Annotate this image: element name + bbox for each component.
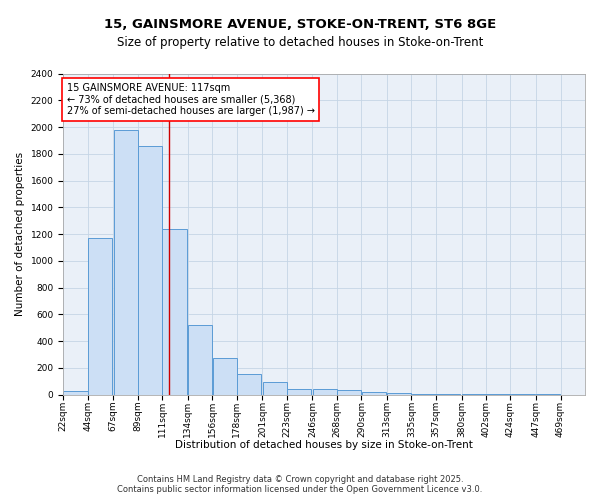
- Bar: [337, 390, 361, 394]
- Text: 15, GAINSMORE AVENUE, STOKE-ON-TRENT, ST6 8GE: 15, GAINSMORE AVENUE, STOKE-ON-TRENT, ST…: [104, 18, 496, 30]
- Text: Contains HM Land Registry data © Crown copyright and database right 2025.
Contai: Contains HM Land Registry data © Crown c…: [118, 474, 482, 494]
- Bar: [263, 382, 287, 394]
- Bar: [287, 388, 311, 394]
- Bar: [163, 228, 187, 394]
- Bar: [212, 358, 236, 395]
- Bar: [362, 392, 386, 394]
- Text: 15 GAINSMORE AVENUE: 117sqm
← 73% of detached houses are smaller (5,368)
27% of : 15 GAINSMORE AVENUE: 117sqm ← 73% of det…: [67, 83, 314, 116]
- Bar: [64, 392, 88, 394]
- Bar: [138, 146, 162, 394]
- Bar: [113, 130, 137, 394]
- Bar: [313, 389, 337, 394]
- Text: Size of property relative to detached houses in Stoke-on-Trent: Size of property relative to detached ho…: [117, 36, 483, 49]
- X-axis label: Distribution of detached houses by size in Stoke-on-Trent: Distribution of detached houses by size …: [175, 440, 473, 450]
- Y-axis label: Number of detached properties: Number of detached properties: [15, 152, 25, 316]
- Bar: [88, 238, 112, 394]
- Bar: [237, 374, 261, 394]
- Bar: [188, 325, 212, 394]
